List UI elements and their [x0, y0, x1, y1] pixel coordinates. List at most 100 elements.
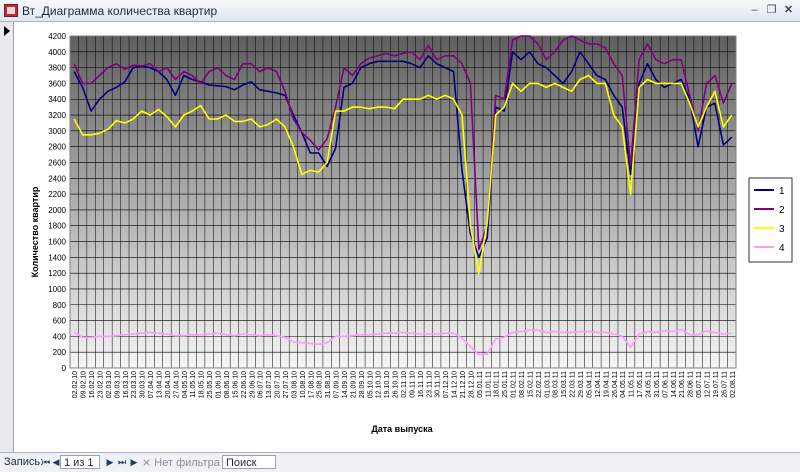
x-tick-label: 16.11.10 — [418, 371, 425, 398]
x-tick-label: 28.09.10 — [359, 371, 366, 398]
x-tick-label: 23.11.10 — [426, 371, 433, 398]
y-axis-ticks: 0 200 400 600 800 1000 1200 1400 1600 1800 2000 220… — [48, 32, 66, 373]
x-tick-label: 07.12.10 — [443, 371, 450, 398]
x-tick-label: 07.09.10 — [334, 371, 341, 398]
filter-toggle-button[interactable]: ⨯ Нет фильтра — [142, 456, 220, 469]
x-tick-label: 09.03.10 — [114, 371, 121, 398]
x-tick-label: 01.02.11 — [511, 371, 518, 398]
y-tick-label: 200 — [53, 348, 67, 357]
x-tick-label: 11.05.11 — [629, 371, 636, 397]
series-lines — [73, 35, 733, 356]
y-tick-label: 3800 — [48, 64, 66, 73]
series-line-4 — [73, 328, 732, 356]
close-icon[interactable]: ✕ — [783, 4, 794, 16]
x-tick-label: 30.11.10 — [435, 371, 442, 398]
y-tick-label: 3200 — [48, 111, 66, 120]
x-tick-label: 05.01.11 — [477, 371, 484, 398]
record-label: Запись: — [4, 456, 44, 468]
legend-label-2: 2 — [779, 205, 785, 216]
x-tick-label: 23.02.10 — [98, 371, 105, 398]
y-tick-label: 4200 — [48, 32, 66, 41]
current-record-field[interactable]: 1 из 1 — [60, 455, 100, 469]
x-tick-label: 07.06.11 — [662, 371, 669, 398]
x-tick-label: 18.01.11 — [494, 371, 501, 398]
x-tick-label: 10.08.10 — [300, 371, 307, 398]
x-tick-label: 14.09.10 — [342, 371, 349, 398]
legend-label-1: 1 — [779, 186, 785, 197]
y-tick-label: 4000 — [48, 48, 66, 57]
y-tick-label: 3000 — [48, 127, 66, 136]
search-input[interactable]: Поиск — [222, 455, 276, 469]
x-tick-label: 14.12.10 — [452, 371, 459, 398]
x-tick-label: 12.07.11 — [704, 371, 711, 398]
line-chart: 0200400600800100012001400160018002000220… — [30, 32, 793, 434]
legend: 1 2 3 4 — [748, 177, 793, 263]
y-tick-label: 600 — [53, 317, 67, 326]
x-tick-label: 08.03.11 — [553, 371, 560, 398]
next-record-icon[interactable]: ▶ — [106, 457, 114, 467]
x-tick-label: 19.10.10 — [384, 371, 391, 398]
x-tick-label: 18.05.10 — [199, 371, 206, 398]
x-tick-label: 19.07.11 — [713, 371, 720, 398]
x-tick-label: 17.05.11 — [637, 371, 644, 398]
x-tick-label: 11.01.11 — [485, 371, 492, 397]
y-tick-label: 2400 — [48, 174, 66, 183]
prev-record-icon[interactable]: ◀ — [52, 457, 60, 467]
x-tick-label: 04.05.10 — [182, 371, 189, 398]
x-tick-label: 20.07.10 — [275, 371, 282, 398]
y-tick-label: 1000 — [48, 285, 66, 294]
x-tick-label: 28.06.11 — [688, 371, 695, 398]
x-tick-label: 31.08.10 — [325, 371, 332, 398]
minimize-icon[interactable]: ‒ — [751, 4, 758, 16]
x-tick-label: 13.07.10 — [266, 371, 273, 398]
x-tick-label: 25.05.10 — [207, 371, 214, 398]
window-titlebar: Вт_Диаграмма количества квартир ‒ ❐ ✕ — [0, 0, 800, 22]
x-tick-label: 25.01.11 — [502, 371, 509, 398]
x-tick-label: 06.07.10 — [258, 371, 265, 398]
new-record-icon[interactable]: ▶ — [130, 457, 138, 467]
x-tick-label: 09.02.10 — [81, 371, 88, 398]
x-tick-label: 03.08.10 — [291, 371, 298, 398]
x-tick-label: 01.03.11 — [544, 371, 551, 398]
legend-label-4: 4 — [779, 243, 785, 254]
y-tick-label: 0 — [62, 364, 67, 373]
x-tick-label: 22.02.11 — [536, 371, 543, 398]
x-tick-label: 20.04.10 — [165, 371, 172, 398]
x-tick-label: 01.06.10 — [216, 371, 223, 398]
x-tick-label: 30.03.10 — [140, 371, 147, 398]
x-tick-label: 16.02.10 — [89, 371, 96, 398]
x-tick-label: 23.03.10 — [131, 371, 138, 398]
x-tick-label: 19.04.11 — [603, 371, 610, 398]
last-record-icon[interactable]: ⏭ — [117, 457, 127, 467]
x-tick-label: 26.07.11 — [721, 371, 728, 398]
series-line-2 — [73, 35, 733, 251]
chart-area: 0 200 400 600 800 1000 1200 1400 1600 1800 2000 220… — [14, 22, 800, 452]
x-tick-label: 29.06.10 — [249, 371, 256, 398]
plot-border — [69, 35, 737, 369]
x-tick-label: 25.08.10 — [317, 371, 324, 398]
filter-label: Нет фильтра — [154, 457, 220, 469]
x-tick-label: 05.07.11 — [696, 371, 703, 398]
x-tick-label: 04.05.11 — [620, 371, 627, 398]
x-tick-label: 08.06.10 — [224, 371, 231, 398]
x-tick-label: 22.06.10 — [241, 371, 248, 398]
x-tick-label: 31.05.11 — [654, 371, 661, 398]
restore-icon[interactable]: ❐ — [766, 4, 777, 16]
x-tick-label: 07.04.10 — [148, 371, 155, 398]
x-tick-label: 16.03.10 — [123, 371, 130, 398]
y-tick-label: 1200 — [48, 269, 66, 278]
y-tick-label: 400 — [53, 332, 67, 341]
x-axis-label: Дата выпуска — [371, 424, 433, 434]
x-tick-label: 27.07.10 — [283, 371, 290, 398]
record-selector[interactable] — [0, 22, 14, 452]
x-tick-label: 26.10.10 — [393, 371, 400, 398]
y-tick-label: 2200 — [48, 190, 66, 199]
x-tick-label: 27.04.10 — [173, 371, 180, 398]
first-record-icon[interactable]: ⏮ — [41, 457, 51, 467]
y-tick-label: 1400 — [48, 253, 66, 262]
y-tick-label: 2600 — [48, 158, 66, 167]
x-tick-label: 13.04.10 — [157, 371, 164, 398]
report-form-icon — [4, 4, 18, 17]
x-tick-label: 24.05.11 — [645, 371, 652, 398]
y-axis-label: Количество квартир — [30, 186, 40, 277]
